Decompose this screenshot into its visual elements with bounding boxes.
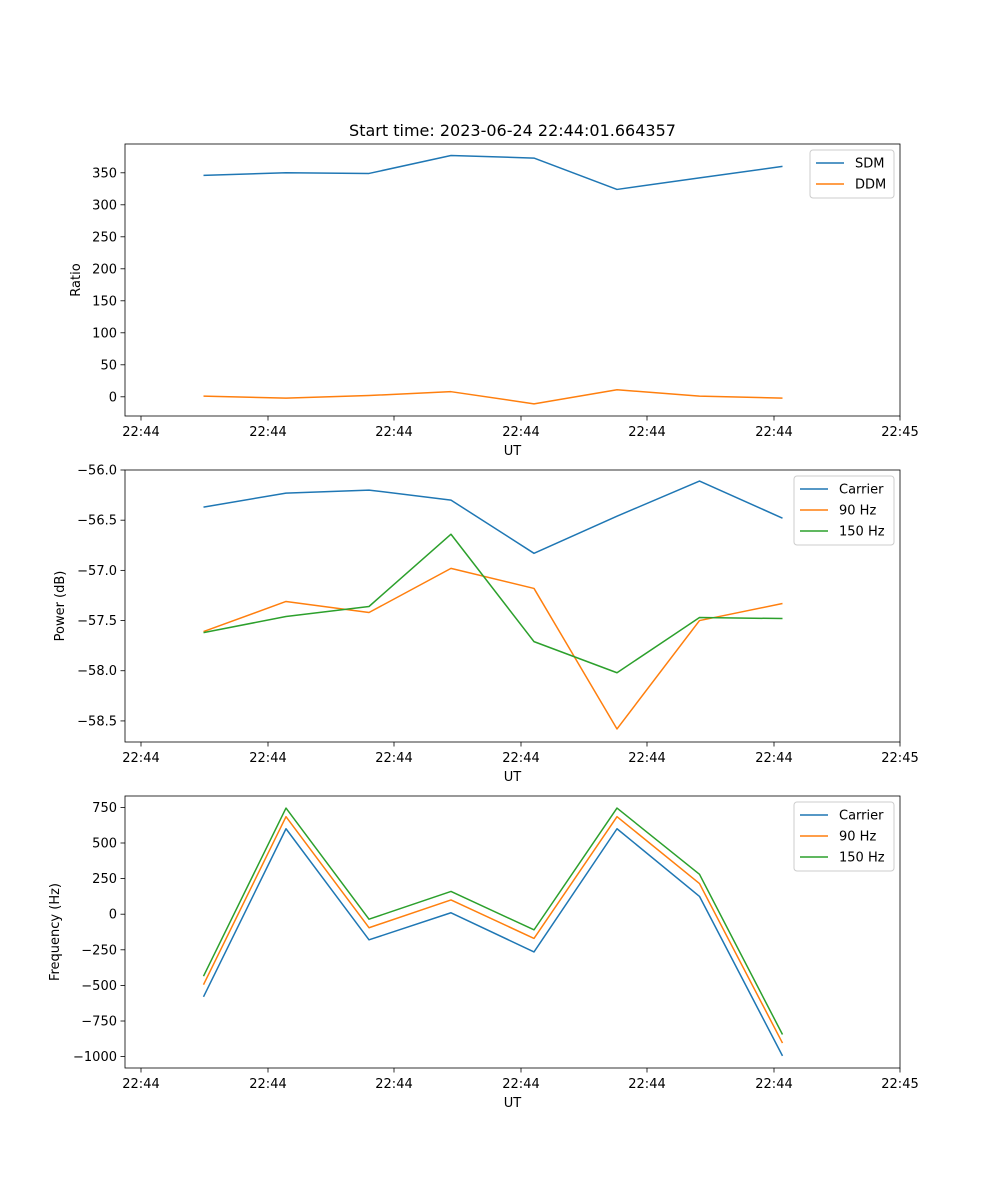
- y-axis-label: Frequency (Hz): [48, 883, 63, 981]
- y-tick-label: 50: [100, 358, 117, 373]
- legend-label: Carrier: [839, 809, 884, 824]
- x-tick-label: 22:44: [122, 1077, 159, 1092]
- x-axis-label: UT: [504, 770, 522, 785]
- legend: SDM DDM: [809, 149, 895, 199]
- x-tick-label: 22:44: [628, 1077, 665, 1092]
- y-tick-label: 250: [92, 230, 117, 245]
- axes-frame: [124, 795, 901, 1069]
- x-tick-label: 22:44: [755, 751, 792, 766]
- series-line-carrier: [203, 480, 783, 555]
- x-axis-label: UT: [504, 1096, 522, 1111]
- charts-container: 22:44 22:44 22:44 22:44 22:44 22:44 22:45 0 50 10…: [48, 143, 919, 1111]
- series-line-150-hz: [203, 533, 783, 674]
- series-line-150-hz: [202, 807, 784, 1035]
- series-line-90-hz: [203, 567, 783, 730]
- x-tick-label: 22:44: [375, 1077, 412, 1092]
- axes-frame: [124, 469, 901, 743]
- legend-label: 90 Hz: [839, 504, 876, 519]
- x-tick-label: 22:44: [628, 751, 665, 766]
- y-tick-label: 200: [92, 262, 117, 277]
- series-line-ddm: [203, 389, 783, 405]
- x-tick-label: 22:44: [628, 425, 665, 440]
- subplot-1: 22:44 22:44 22:44 22:44 22:44 22:44 22:45 0 50 10…: [69, 143, 919, 459]
- y-tick-label: −56.0: [77, 464, 117, 479]
- legend-label: Carrier: [839, 483, 884, 498]
- y-tick-label: −1000: [73, 1050, 117, 1065]
- legend-box: [809, 149, 895, 199]
- x-tick-label: 22:44: [375, 751, 412, 766]
- y-tick-label: 300: [92, 198, 117, 213]
- x-tick-label: 22:44: [375, 425, 412, 440]
- x-tick-label: 22:44: [502, 1077, 539, 1092]
- y-tick-label: 0: [109, 390, 117, 405]
- y-tick-label: −57.0: [77, 564, 117, 579]
- x-tick-label: 22:44: [755, 425, 792, 440]
- x-tick-label: 22:44: [755, 1077, 792, 1092]
- y-tick-label: 0: [109, 908, 117, 923]
- x-tick-label: 22:44: [122, 425, 159, 440]
- x-tick-label: 22:44: [249, 1077, 286, 1092]
- y-tick-label: −750: [81, 1015, 117, 1030]
- x-tick-label: 22:45: [881, 1077, 918, 1092]
- series-line-carrier: [202, 828, 784, 1057]
- x-tick-label: 22:45: [881, 425, 918, 440]
- y-axis-label: Ratio: [69, 263, 84, 296]
- legend-box: [793, 801, 895, 872]
- y-axis-label: Power (dB): [53, 571, 68, 642]
- y-tick-label: −250: [81, 943, 117, 958]
- x-tick-label: 22:44: [122, 751, 159, 766]
- y-tick-label: 250: [92, 872, 117, 887]
- y-tick-label: 100: [92, 326, 117, 341]
- y-tick-label: 350: [92, 166, 117, 181]
- legend-label: DDM: [855, 178, 886, 193]
- y-tick-label: −57.5: [77, 614, 117, 629]
- y-tick-label: −58.0: [77, 664, 117, 679]
- series-line-sdm: [203, 154, 783, 191]
- x-tick-label: 22:44: [502, 751, 539, 766]
- y-tick-label: 750: [92, 801, 117, 816]
- legend-label: 150 Hz: [839, 525, 885, 540]
- x-tick-label: 22:44: [249, 751, 286, 766]
- series-line-90-hz: [202, 815, 784, 1044]
- y-tick-label: −56.5: [77, 514, 117, 529]
- y-tick-label: −500: [81, 979, 117, 994]
- legend-label: 150 Hz: [839, 851, 885, 866]
- legend-label: SDM: [855, 157, 884, 172]
- subplot-2: 22:44 22:44 22:44 22:44 22:44 22:44 22:45 −56.0…: [53, 464, 919, 786]
- x-axis-label: UT: [504, 444, 522, 459]
- legend: Carrier 90 Hz 150 Hz: [793, 475, 895, 546]
- subplot-3: 22:44 22:44 22:44 22:44 22:44 22:44 22:45 750 50…: [48, 795, 919, 1111]
- legend: Carrier 90 Hz 150 Hz: [793, 801, 895, 872]
- figure-title: Start time: 2023-06-24 22:44:01.664357: [349, 121, 676, 140]
- y-tick-label: 150: [92, 294, 117, 309]
- x-tick-label: 22:44: [249, 425, 286, 440]
- x-tick-label: 22:45: [881, 751, 918, 766]
- legend-label: 90 Hz: [839, 830, 876, 845]
- legend-box: [793, 475, 895, 546]
- x-tick-label: 22:44: [502, 425, 539, 440]
- y-tick-label: −58.5: [77, 714, 117, 729]
- axes-frame: [124, 143, 901, 417]
- y-tick-label: 500: [92, 836, 117, 851]
